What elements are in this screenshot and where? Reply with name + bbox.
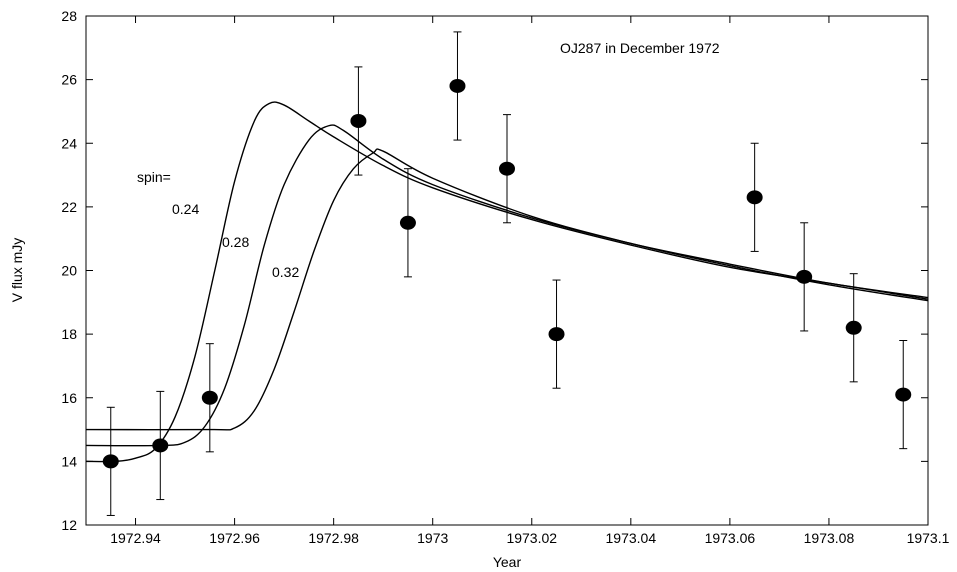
x-tick-label: 1973.06 <box>705 530 756 546</box>
data-point <box>746 190 763 205</box>
spin-value-0-32: 0.32 <box>272 264 299 280</box>
chart-title: OJ287 in December 1972 <box>560 40 720 56</box>
x-tick-label: 1973.04 <box>606 530 657 546</box>
data-point <box>102 454 119 469</box>
x-tick-label: 1972.94 <box>110 530 161 546</box>
y-tick-label: 14 <box>61 453 77 469</box>
data-point <box>548 327 565 342</box>
data-point <box>449 78 466 93</box>
y-tick-label: 12 <box>61 517 77 533</box>
model-curve-spin-0-24 <box>85 101 929 463</box>
x-tick-label: 1973.08 <box>804 530 855 546</box>
data-points <box>102 31 912 516</box>
spin-annotation: spin= <box>137 169 171 185</box>
data-point <box>350 113 367 128</box>
data-point <box>895 387 912 402</box>
model-curve-spin-0-32 <box>85 148 929 431</box>
y-tick-label: 24 <box>61 135 77 151</box>
spin-value-0-24: 0.24 <box>172 201 199 217</box>
x-tick-label: 1973.1 <box>907 530 950 546</box>
y-tick-label: 26 <box>61 72 77 88</box>
y-tick-label: 22 <box>61 199 77 215</box>
y-tick-label: 20 <box>61 263 77 279</box>
data-point <box>845 320 862 335</box>
x-tick-label: 1972.96 <box>209 530 260 546</box>
model-curve-spin-0-28 <box>85 124 929 447</box>
y-tick-label: 28 <box>61 8 77 24</box>
data-point <box>499 161 515 176</box>
tick-labels: 1972.94 1972.96 1972.98 1973 1973.02 1973.04 1… <box>61 8 949 546</box>
data-point <box>399 215 416 230</box>
axis-ticks <box>86 15 929 526</box>
x-tick-label: 1973.02 <box>506 530 557 546</box>
spin-value-0-28: 0.28 <box>222 234 249 250</box>
x-tick-label: 1972.98 <box>308 530 359 546</box>
x-axis-label: Year <box>493 554 522 570</box>
data-point <box>796 269 813 284</box>
x-tick-label: 1973 <box>417 530 448 546</box>
model-curves <box>85 101 929 463</box>
data-point <box>152 438 169 453</box>
y-axis-label: V flux mJy <box>9 238 25 303</box>
data-point <box>201 390 218 405</box>
y-tick-label: 16 <box>61 390 77 406</box>
y-tick-label: 18 <box>61 326 77 342</box>
